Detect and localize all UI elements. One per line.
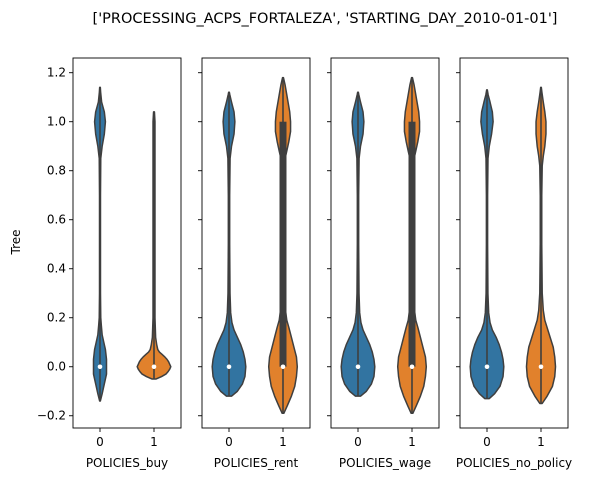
violin-panel-2: 0 1 POLICIES_rent [198,57,311,470]
panel-frame [459,57,569,429]
violin-panels: 0 1 POLICIES_buy 0 1 POLICIES_rent 0 1 POLICIES_… [72,57,572,470]
x-tick-label: 1 [408,435,416,449]
panel-frame [201,57,311,429]
x-tick-label: 0 [96,435,104,449]
x-tick-label: 1 [279,435,287,449]
violin-median [226,364,232,370]
y-tick-label: 0.0 [47,360,66,374]
violin-panel-1: 0 1 POLICIES_buy [72,57,182,470]
violin-iqr-box [279,121,287,367]
y-tick-label: 1.2 [47,66,66,80]
x-tick-label: 0 [354,435,362,449]
y-tick-label: 1.0 [47,115,66,129]
violin-median [151,364,157,370]
x-tick-label: 0 [225,435,233,449]
violin-median [409,364,415,370]
x-tick-label: 1 [150,435,158,449]
chart-title: ['PROCESSING_ACPS_FORTALEZA', 'STARTING_… [93,11,558,27]
x-axis-label: POLICIES_rent [214,456,299,470]
violin-median [484,364,490,370]
y-tick-label: 0.4 [47,262,66,276]
violin-median [355,364,361,370]
y-tick-label: 0.6 [47,213,66,227]
x-axis-label: POLICIES_no_policy [456,456,572,470]
y-tick-label: 0.8 [47,164,66,178]
violin-iqr-box [408,121,416,367]
y-tick-label: 0.2 [47,311,66,325]
x-tick-label: 0 [483,435,491,449]
y-axis-label: Tree [9,229,23,255]
violin-panel-4: 0 1 POLICIES_no_policy [456,57,572,470]
x-axis-label: POLICIES_wage [339,456,431,470]
violin-panel-3: 0 1 POLICIES_wage [327,57,440,470]
x-tick-label: 1 [537,435,545,449]
violin-median [538,364,544,370]
violin-median [280,364,286,370]
y-axis-ticks: −0.2 0.0 0.2 0.4 0.6 0.8 1.0 1.2 [37,66,73,423]
x-axis-label: POLICIES_buy [86,456,168,470]
violin-median [97,364,103,370]
y-tick-label: −0.2 [37,409,66,423]
panel-frame [330,57,440,429]
panel-frame [72,57,182,429]
